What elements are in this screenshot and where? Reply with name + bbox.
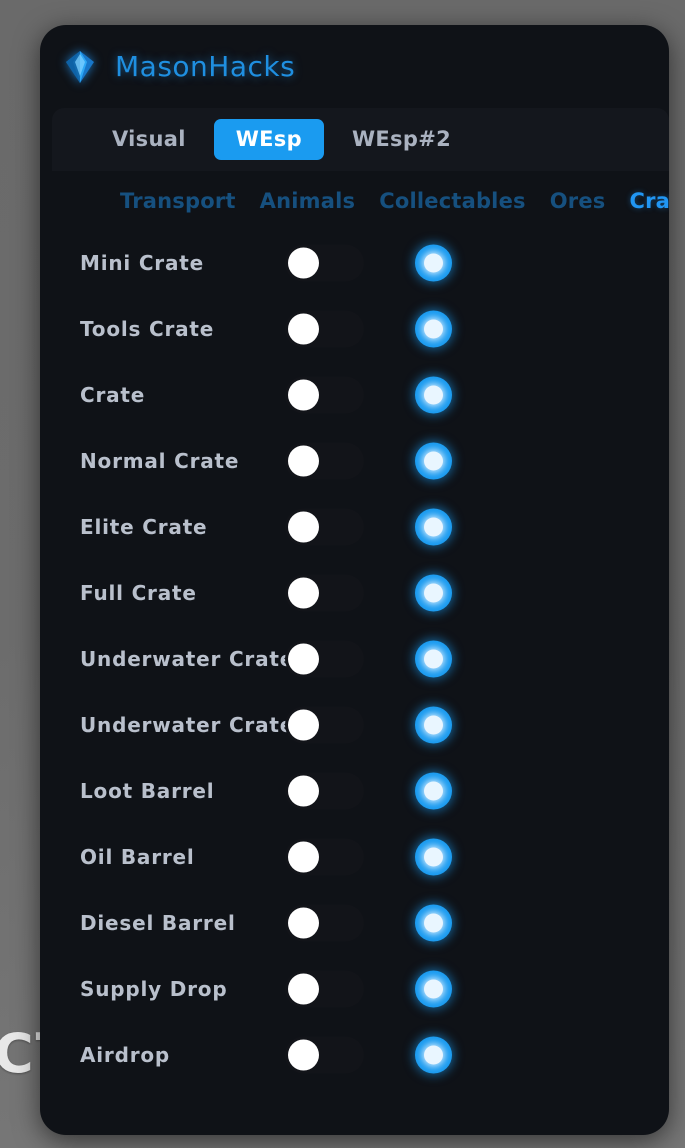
esp-item-row: Underwater Crate bbox=[40, 692, 669, 758]
indicator-core bbox=[424, 253, 443, 273]
esp-item-row: Diesel Barrel bbox=[40, 890, 669, 956]
panel-header: MasonHacks bbox=[40, 25, 669, 108]
esp-item-color-indicator[interactable] bbox=[415, 904, 452, 942]
esp-item-toggle[interactable] bbox=[285, 772, 364, 810]
indicator-core bbox=[424, 847, 443, 867]
subtab-ores[interactable]: Ores bbox=[549, 189, 606, 213]
esp-item-color-indicator[interactable] bbox=[415, 838, 452, 876]
toggle-knob bbox=[288, 1039, 319, 1071]
subtab-collectables[interactable]: Collectables bbox=[379, 189, 526, 213]
toggle-knob bbox=[288, 511, 319, 543]
esp-item-color-indicator[interactable] bbox=[415, 574, 452, 612]
esp-item-toggle[interactable] bbox=[285, 376, 364, 414]
esp-item-toggle[interactable] bbox=[285, 1036, 364, 1074]
esp-item-toggle[interactable] bbox=[285, 706, 364, 744]
esp-item-row: Tools Crate bbox=[40, 296, 669, 362]
toggle-knob bbox=[288, 775, 319, 807]
esp-item-color-indicator[interactable] bbox=[415, 706, 452, 744]
esp-item-row: Crate bbox=[40, 362, 669, 428]
esp-item-toggle[interactable] bbox=[285, 574, 364, 612]
esp-item-color-indicator[interactable] bbox=[415, 442, 452, 480]
esp-item-row: Supply Drop bbox=[40, 956, 669, 1022]
subtab-crates[interactable]: Crates bbox=[630, 191, 670, 212]
esp-item-toggle[interactable] bbox=[285, 640, 364, 678]
indicator-core bbox=[424, 979, 443, 999]
esp-item-label: Underwater Crate bbox=[80, 713, 295, 737]
sub-tab-bar: Transport Animals Collectables Ores Crat… bbox=[40, 171, 669, 218]
esp-item-row: Full Crate bbox=[40, 560, 669, 626]
tab-bar: Visual WEsp WEsp#2 bbox=[52, 108, 669, 171]
toggle-knob bbox=[288, 907, 319, 939]
esp-item-color-indicator[interactable] bbox=[415, 376, 452, 414]
esp-item-row: Airdrop bbox=[40, 1022, 669, 1088]
toggle-knob bbox=[288, 313, 319, 345]
tab-visual[interactable]: Visual bbox=[90, 119, 208, 160]
esp-item-toggle[interactable] bbox=[285, 838, 364, 876]
toggle-knob bbox=[288, 379, 319, 411]
toggle-knob bbox=[288, 709, 319, 741]
esp-item-color-indicator[interactable] bbox=[415, 640, 452, 678]
esp-item-label: Underwater Crate bbox=[80, 647, 295, 671]
esp-item-label: Oil Barrel bbox=[80, 845, 195, 869]
indicator-core bbox=[424, 715, 443, 735]
esp-item-label: Airdrop bbox=[80, 1043, 171, 1067]
toggle-knob bbox=[288, 643, 319, 675]
esp-item-label: Mini Crate bbox=[80, 251, 204, 275]
esp-item-row: Elite Crate bbox=[40, 494, 669, 560]
esp-item-color-indicator[interactable] bbox=[415, 1036, 452, 1074]
indicator-core bbox=[424, 451, 443, 471]
toggle-knob bbox=[288, 247, 319, 279]
esp-item-color-indicator[interactable] bbox=[415, 508, 452, 546]
esp-item-row: Loot Barrel bbox=[40, 758, 669, 824]
indicator-core bbox=[424, 319, 443, 339]
esp-item-list: Mini Crate Tools Crate Crate Normal Crate El… bbox=[40, 218, 669, 1088]
esp-item-toggle[interactable] bbox=[285, 310, 364, 348]
esp-item-label: Normal Crate bbox=[80, 449, 240, 473]
indicator-core bbox=[424, 385, 443, 405]
esp-item-row: Normal Crate bbox=[40, 428, 669, 494]
diamond-crystal-icon bbox=[59, 46, 101, 88]
esp-item-label: Crate bbox=[80, 383, 146, 407]
toggle-knob bbox=[288, 445, 319, 477]
esp-item-label: Loot Barrel bbox=[80, 779, 215, 803]
esp-item-label: Diesel Barrel bbox=[80, 911, 236, 935]
esp-item-label: Supply Drop bbox=[80, 977, 228, 1001]
esp-item-color-indicator[interactable] bbox=[415, 772, 452, 810]
toggle-knob bbox=[288, 973, 319, 1005]
indicator-core bbox=[424, 583, 443, 603]
indicator-core bbox=[424, 649, 443, 669]
indicator-core bbox=[424, 1045, 443, 1065]
subtab-animals[interactable]: Animals bbox=[259, 189, 356, 213]
esp-item-row: Mini Crate bbox=[40, 230, 669, 296]
esp-item-row: Oil Barrel bbox=[40, 824, 669, 890]
esp-item-color-indicator[interactable] bbox=[415, 310, 452, 348]
indicator-core bbox=[424, 913, 443, 933]
esp-item-toggle[interactable] bbox=[285, 244, 364, 282]
esp-item-color-indicator[interactable] bbox=[415, 244, 452, 282]
esp-item-label: Full Crate bbox=[80, 581, 197, 605]
tab-wesp[interactable]: WEsp bbox=[213, 119, 324, 160]
cheat-menu-panel: MasonHacks Visual WEsp WEsp#2 Transport … bbox=[40, 25, 669, 1135]
indicator-core bbox=[424, 517, 443, 537]
toggle-knob bbox=[288, 841, 319, 873]
esp-item-label: Tools Crate bbox=[80, 317, 215, 341]
subtab-transport[interactable]: Transport bbox=[120, 189, 236, 213]
esp-item-row: Underwater Crate bbox=[40, 626, 669, 692]
indicator-core bbox=[424, 781, 443, 801]
esp-item-toggle[interactable] bbox=[285, 508, 364, 546]
esp-item-toggle[interactable] bbox=[285, 970, 364, 1008]
esp-item-toggle[interactable] bbox=[285, 904, 364, 942]
esp-item-label: Elite Crate bbox=[80, 515, 208, 539]
esp-item-toggle[interactable] bbox=[285, 442, 364, 480]
toggle-knob bbox=[288, 577, 319, 609]
app-title: MasonHacks bbox=[115, 50, 296, 83]
esp-item-color-indicator[interactable] bbox=[415, 970, 452, 1008]
tab-wesp2[interactable]: WEsp#2 bbox=[330, 119, 473, 160]
